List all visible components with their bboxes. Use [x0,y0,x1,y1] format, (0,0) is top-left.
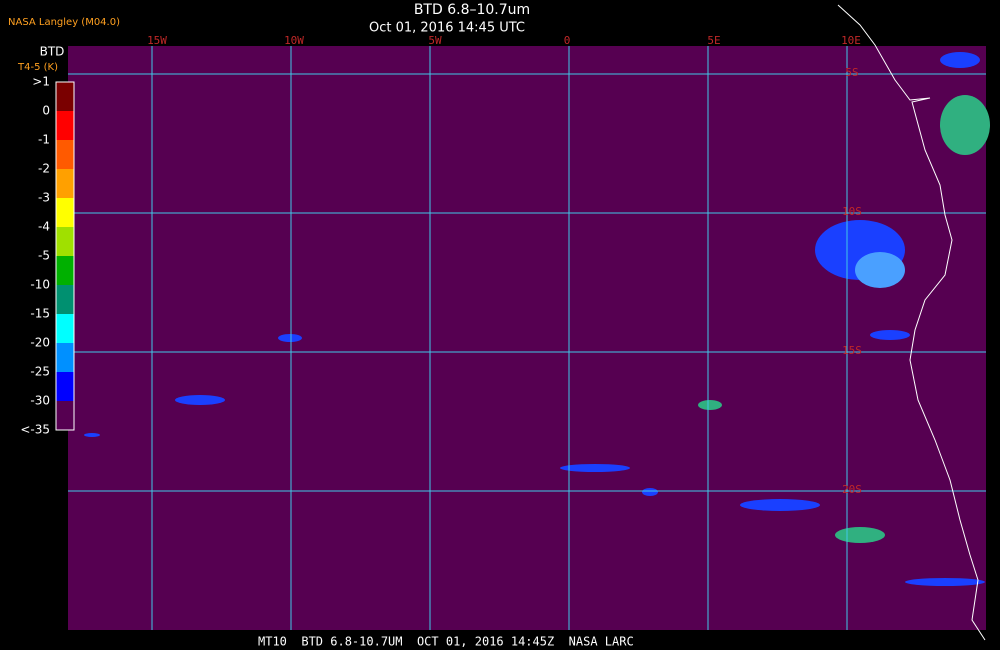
cloud [698,400,722,410]
legend-label: -25 [30,365,50,379]
longitude-label: 5W [428,34,442,47]
cloud [940,52,980,68]
title: BTD 6.8–10.7um [414,2,530,18]
cloud [642,488,658,496]
longitude-label: 10E [841,34,861,47]
graticule [68,46,986,630]
legend-label: -2 [38,162,50,176]
legend-label: -4 [38,220,50,234]
legend-swatch [56,343,74,373]
legend-swatch [56,169,74,199]
latitude-label: 5S [845,66,858,79]
datetime: Oct 01, 2016 14:45 UTC [369,21,525,36]
legend-label: -3 [38,191,50,205]
legend-swatch [56,256,74,286]
legend-label: -20 [30,336,50,350]
legend-swatch [56,401,74,431]
legend-swatch [56,314,74,344]
legend-label: 0 [42,104,50,118]
longitude-label: 5E [707,34,720,47]
latitude-label: 10S [842,205,862,218]
legend-label: <-35 [20,423,50,437]
legend-frame [55,81,75,431]
cloud [905,578,985,586]
cloud [940,95,990,155]
legend-swatch [56,372,74,402]
legend-unit: T4-5 (K) [17,62,58,73]
latitude-label: 20S [842,483,862,496]
legend-label: -1 [38,133,50,147]
cloud [84,433,100,437]
legend-label: -5 [38,249,50,263]
longitude-label: 10W [284,34,304,47]
legend-label: -15 [30,307,50,321]
legend-label: -30 [30,394,50,408]
longitude-label: 15W [147,34,167,47]
coastline [837,4,986,641]
legend-swatch [56,82,74,112]
cloud [870,330,910,340]
legend-swatch [56,285,74,315]
cloud [560,464,630,472]
legend-swatch [56,111,74,141]
footer: MT10 BTD 6.8-10.7UM OCT 01, 2016 14:45Z … [258,635,634,649]
cloud-patches [84,52,990,586]
longitude-label: 0 [564,34,571,47]
map-area [68,46,986,630]
legend-title: BTD [40,45,65,59]
cloud [278,334,302,342]
legend-label: -10 [30,278,50,292]
cloud [835,527,885,543]
legend-swatch [56,227,74,257]
source-label: NASA Langley (M04.0) [8,17,120,28]
legend-swatch [56,198,74,228]
cloud [740,499,820,511]
latitude-label: 15S [842,344,862,357]
legend-label: >1 [32,75,50,89]
cloud [175,395,225,405]
cloud [855,252,905,288]
legend-swatch [56,140,74,170]
